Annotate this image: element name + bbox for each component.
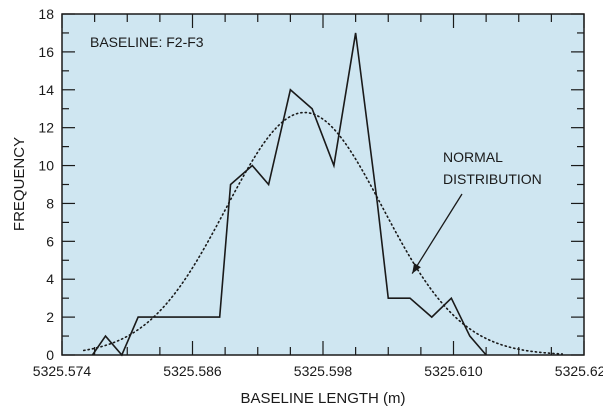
series-layer [82,32,564,357]
annotation-arrow-line [411,193,463,274]
x-tick-label: 5325.574 [33,363,92,379]
y-tick-label: 8 [46,195,54,211]
x-tick-label: 5325.598 [294,363,353,379]
baseline-annotation: BASELINE: F2-F3 [90,34,204,50]
normal-distribution-label-line-2: DISTRIBUTION [443,171,542,187]
y-tick-label: 14 [38,82,54,98]
y-tick-label: 10 [38,158,54,174]
x-axis-label: BASELINE LENGTH (m) [240,390,405,407]
annotation-arrow-head [412,262,421,274]
ticks-layer: 5325.574 5325.586 5325.598 5325.610 5325.622… [33,6,603,379]
y-tick-label: 0 [46,347,54,363]
normal-distribution-label-line-1: NORMAL [443,149,503,165]
y-tick-label: 2 [46,309,54,325]
y-tick-label: 16 [38,44,54,60]
x-tick-label: 5325.622 [555,363,603,379]
x-tick-label: 5325.610 [424,363,483,379]
y-tick-label: 12 [38,120,54,136]
y-tick-label: 18 [38,6,54,22]
x-tick-label: 5325.586 [163,363,222,379]
normal-distribution-curve [82,111,564,355]
plot-area [61,13,585,356]
y-tick-label: 4 [46,271,54,287]
y-axis-label: FREQUENCY [11,137,28,231]
y-tick-label: 6 [46,233,54,249]
